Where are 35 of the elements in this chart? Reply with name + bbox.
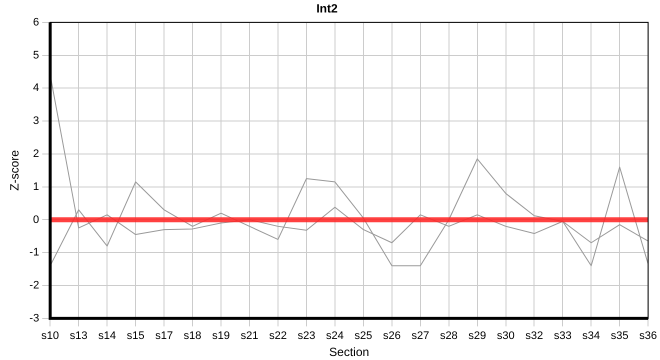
y-tick-label: 3	[33, 115, 40, 128]
x-tick-label: s19	[212, 330, 230, 342]
x-tick-label: s18	[184, 330, 202, 342]
y-tick-label: 5	[33, 49, 40, 62]
x-tick-label: s23	[298, 330, 316, 342]
y-tick-label: 0	[33, 214, 40, 226]
x-tick-label: s36	[639, 330, 658, 342]
x-tick-label: s10	[41, 330, 60, 342]
y-tick-label: -2	[29, 280, 40, 292]
x-tick-label: s15	[126, 330, 144, 342]
x-tick-label: s25	[354, 330, 372, 342]
x-tick-label: s33	[554, 330, 572, 342]
x-tick-label: s13	[70, 330, 88, 342]
x-tick-label: s32	[525, 330, 544, 342]
x-tick-label: s17	[155, 330, 173, 342]
y-tick-label: 1	[33, 180, 40, 193]
y-tick-label: 2	[33, 148, 40, 160]
x-tick-label: s29	[468, 330, 486, 342]
x-tick-label: s35	[610, 330, 629, 342]
x-tick-label: s28	[440, 330, 458, 342]
x-tick-label: s34	[582, 330, 600, 342]
chart-title: Int2	[316, 2, 338, 16]
y-tick-label: 6	[33, 16, 40, 28]
x-axis-title: Section	[329, 345, 370, 360]
x-tick-label: s26	[382, 330, 401, 342]
x-tick-label: s27	[411, 330, 430, 342]
y-tick-label: -1	[29, 246, 40, 259]
y-axis-title: Z-score	[8, 150, 22, 191]
x-tick-label: s30	[496, 330, 515, 342]
x-tick-label: s14	[98, 330, 116, 342]
x-tick-label: s24	[326, 330, 344, 342]
x-tick-label: s22	[269, 330, 287, 342]
y-tick-label: -3	[29, 312, 40, 324]
x-tick-label: s21	[240, 330, 258, 342]
y-tick-label: 4	[33, 82, 40, 94]
